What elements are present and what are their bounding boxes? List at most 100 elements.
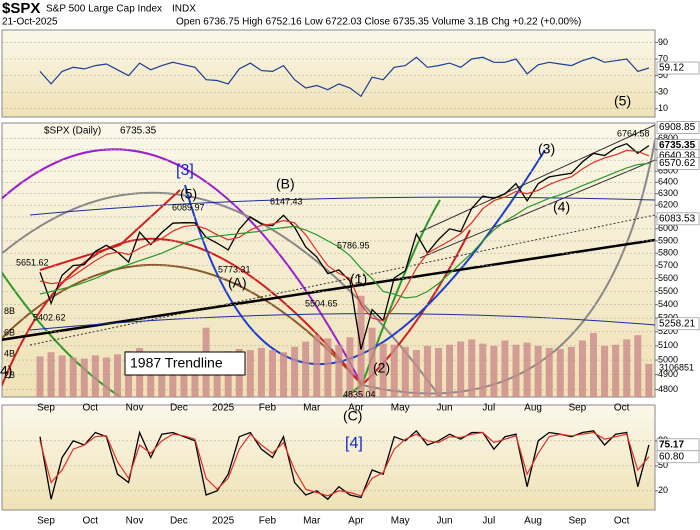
volume-bar [545,347,553,397]
wave-label: [4] [345,435,363,452]
x-tick-label: Jun [436,403,452,414]
value-label: 6083.53 [659,214,696,225]
oscillator-panel [1,404,656,511]
value-label-box [656,317,700,331]
volume-bar [113,354,121,397]
wave-label: (1) [350,271,367,287]
volume-bar [268,350,276,397]
cycle-arc [361,229,471,386]
x-tick-label: Oct [614,516,630,527]
volume-bar [69,357,77,397]
volume-bar [590,333,597,397]
volume-bar [468,339,476,397]
value-label-box [656,450,700,464]
oscillator-layer [2,429,655,501]
x-tick-label: 2025 [212,403,235,414]
volume-value-label: 3106851 [659,362,694,372]
price-note: 5651.62 [16,257,49,267]
y-tick-label: 4800 [658,384,678,394]
volume-bar [523,342,531,397]
value-label: 75.17 [659,439,684,450]
y-tick-label: 5200 [658,326,678,336]
volume-bar [423,345,431,397]
volume-tick-label: 6B [4,327,15,337]
y-tick-label: 5100 [658,340,678,350]
volume-bar [534,345,542,397]
x-tick-label: Jul [482,516,495,527]
data-line [39,56,650,98]
y-tick-label: 50 [658,70,668,80]
x-tick-label: Aug [524,403,542,414]
value-label: 6735.35 [659,140,696,151]
volume-bar [512,344,520,397]
volume-bar [412,350,420,397]
volume-bar [346,337,354,397]
symbol: $SPX [2,0,40,17]
wave-label: (5) [614,93,631,109]
x-tick-label: Jun [436,516,452,527]
volume-tick-label: 2B [4,370,15,380]
band-line [29,196,655,216]
y-tick-label: 5000 [658,354,678,364]
volume-bar [291,346,299,397]
y-tick-label: 5400 [658,299,678,309]
value-label: 5258.21 [659,318,696,329]
value-label: 59.12 [659,63,684,74]
wave-label: (2) [373,360,390,376]
rsi-layer [2,42,655,110]
volume-bar [36,356,44,397]
x-tick-label: Jul [482,403,495,414]
y-tick-label: 4900 [658,369,678,379]
x-tick-label: Sep [568,403,586,414]
price-note: 6089.97 [172,202,205,212]
data-line [39,431,650,497]
price-note: 5786.95 [337,240,370,250]
wave-label: [3] [176,162,194,179]
band-line [29,313,655,331]
y-tick-label: 6000 [658,223,678,233]
y-tick-label: 6200 [658,200,678,210]
y-tick-label: 5500 [658,286,678,296]
y-tick-label: 5300 [658,312,678,322]
volume-bar [435,347,443,397]
y-tick-label: 5600 [658,273,678,283]
y-tick-label: 5900 [658,235,678,245]
volume-tick-label: 8B [4,306,15,316]
volume-bar [612,344,620,397]
y-tick-label: 20 [658,485,668,495]
label-layer: 103050709059.124800490050005100520053005… [4,37,700,527]
x-tick-label: Oct [82,516,98,527]
volume-bar [567,346,575,397]
volume-bar [102,357,110,397]
value-label-box [656,157,700,170]
volume-bar [47,352,55,397]
x-tick-label: Sep [37,516,55,527]
volume-bar [390,344,398,397]
volume-bar [368,327,376,397]
y-tick-label: 90 [658,37,668,47]
wave-label: (3) [538,141,555,157]
volume-bar [324,338,332,397]
y-tick-label: 5800 [658,248,678,258]
y-tick-label: 30 [658,87,668,97]
volume-bar [158,356,166,397]
x-tick-label: Feb [259,403,277,414]
trendline-label: 1987 Trendline [130,355,223,371]
price-note: 6764.58 [617,128,650,138]
note-box [124,351,246,376]
wave-label: 4) [0,363,12,379]
x-tick-label: Nov [126,403,144,414]
y-tick-label: 6800 [658,133,678,143]
y-tick-label: 6400 [658,177,678,187]
quote: Open 6736.75 High 6752.16 Low 6722.03 Cl… [176,17,581,28]
volume-bar [191,354,199,397]
volume-bar [623,339,631,397]
value-label: 6570.62 [659,158,696,169]
value-label-box [656,61,700,75]
volume-bar [578,340,586,397]
wave-line [39,189,181,271]
x-tick-label: Oct [614,403,630,414]
volume-bar [446,344,454,397]
exchange: INDX [172,4,196,15]
